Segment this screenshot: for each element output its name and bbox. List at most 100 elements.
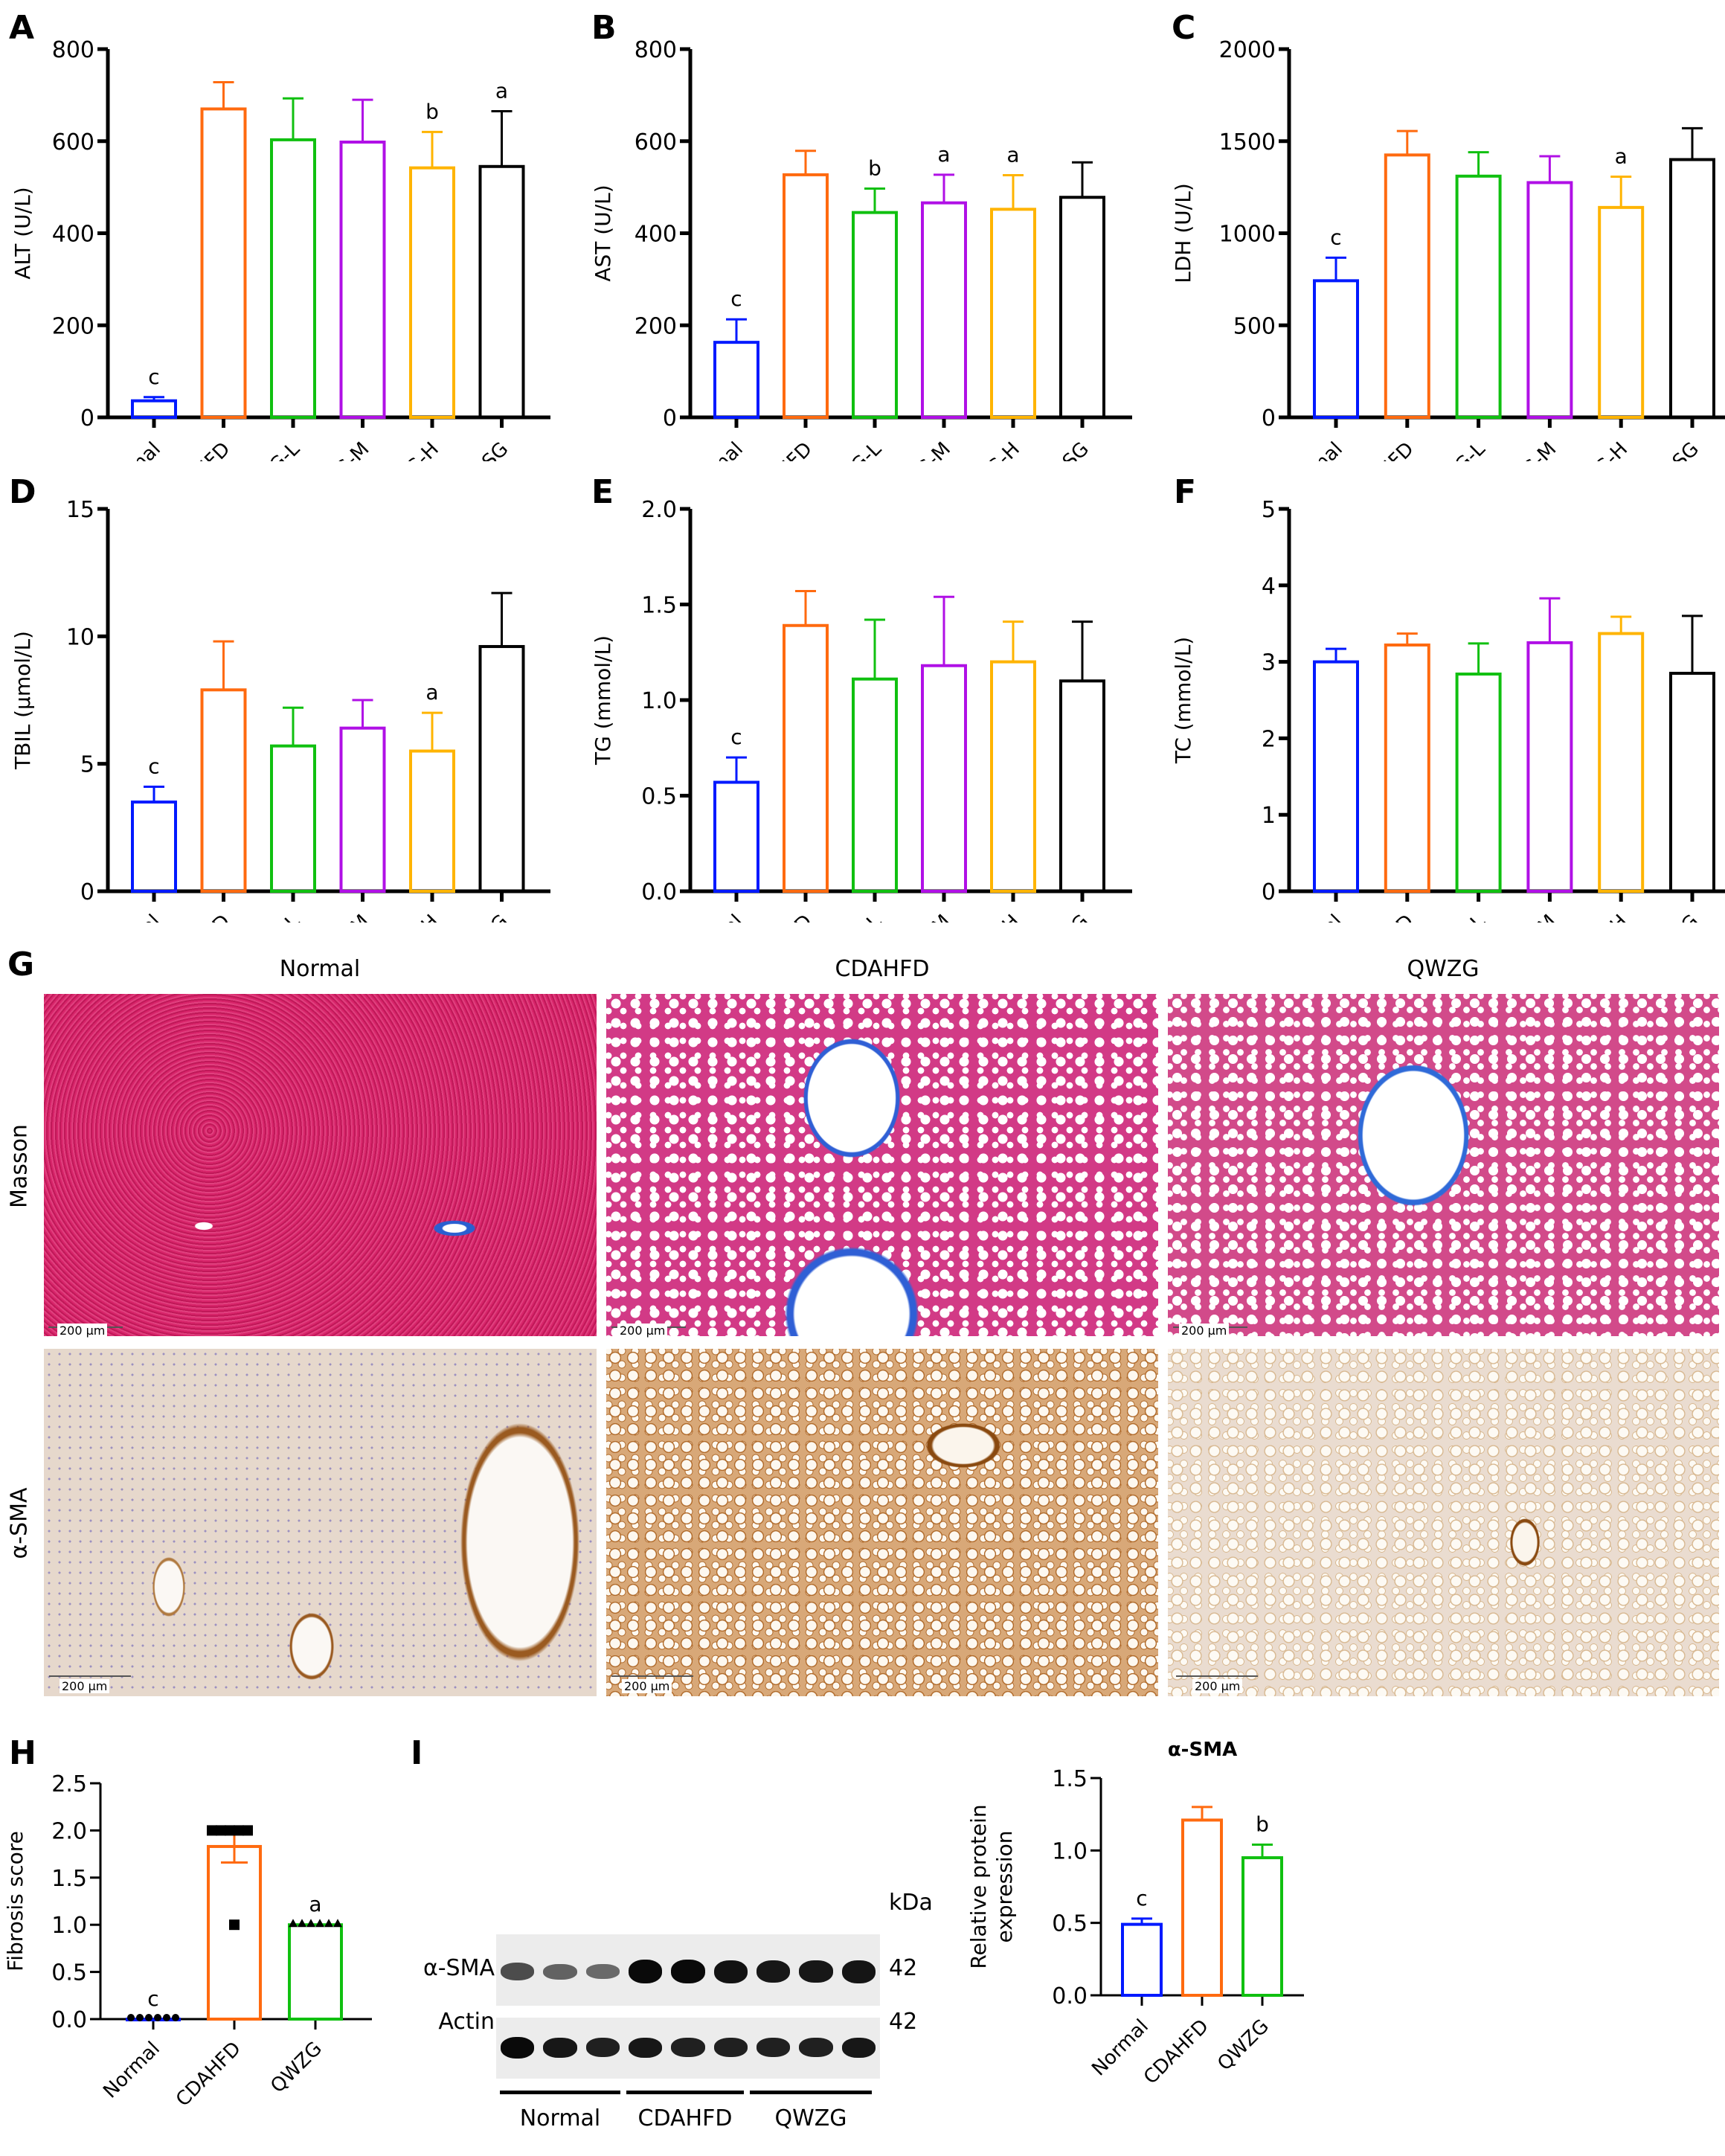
- svg-text:200: 200: [52, 313, 94, 339]
- blot-group-qwzg: QWZG: [774, 2105, 847, 2131]
- svg-text:Normal: Normal: [682, 911, 748, 923]
- asma-cdahfd-image: [606, 1349, 1158, 1696]
- svg-text:CDAHFD: CDAHFD: [1345, 438, 1419, 461]
- svg-text:a: a: [937, 142, 950, 167]
- svg-text:1.5: 1.5: [51, 1866, 87, 1892]
- svg-text:QWZG-M: QWZG-M: [297, 911, 373, 923]
- svg-text:0: 0: [663, 405, 677, 431]
- scale-bar-line: [611, 1675, 693, 1677]
- svg-text:1500: 1500: [1219, 129, 1276, 155]
- blot-label-actin: Actin: [438, 2009, 495, 2035]
- blot-band: [799, 2038, 833, 2057]
- svg-text:CDAHFD: CDAHFD: [161, 911, 234, 923]
- svg-text:QWZG-M: QWZG-M: [878, 438, 955, 461]
- svg-text:2: 2: [1262, 726, 1276, 752]
- svg-text:400: 400: [635, 222, 677, 248]
- svg-text:Normal: Normal: [682, 438, 748, 461]
- svg-text:1.5: 1.5: [1052, 1766, 1088, 1792]
- svg-text:TC (mmol/L): TC (mmol/L): [1171, 637, 1195, 764]
- histology-row-masson: Masson: [6, 1124, 33, 1208]
- panel-letter-i: I: [411, 1734, 423, 1772]
- svg-text:AST (U/L): AST (U/L): [591, 185, 615, 281]
- svg-text:QWZG-M: QWZG-M: [878, 911, 955, 923]
- svg-text:a: a: [309, 1892, 321, 1916]
- svg-text:0.0: 0.0: [641, 879, 677, 905]
- svg-text:0.5: 0.5: [1052, 1911, 1088, 1937]
- svg-text:RSG: RSG: [469, 911, 513, 923]
- svg-text:1.0: 1.0: [51, 1913, 87, 1939]
- scale-bar-label: 200 µm: [617, 1324, 668, 1338]
- svg-text:TG (mmol/L): TG (mmol/L): [591, 635, 615, 766]
- blot-strip-actin: [496, 2018, 880, 2079]
- histology-col-normal: Normal: [279, 956, 361, 982]
- blot-band: [841, 1960, 876, 1983]
- masson-normal-image: [44, 994, 597, 1336]
- panel-letter-e: E: [591, 473, 614, 511]
- svg-text:0: 0: [1262, 405, 1276, 431]
- blot-group-line-cdahfd: [626, 2091, 744, 2094]
- svg-text:0.0: 0.0: [1052, 1983, 1088, 2009]
- histology-row-asma: α-SMA: [6, 1487, 33, 1559]
- svg-text:a: a: [425, 680, 438, 705]
- blot-band: [629, 2037, 663, 2058]
- svg-text:RSG: RSG: [1049, 438, 1093, 461]
- svg-text:800: 800: [52, 37, 94, 63]
- svg-text:CDAHFD: CDAHFD: [743, 438, 817, 461]
- blot-band: [757, 1960, 791, 1983]
- svg-text:QWZG-L: QWZG-L: [1417, 437, 1490, 461]
- svg-text:a: a: [1615, 144, 1628, 169]
- blot-band: [713, 2038, 748, 2057]
- svg-text:a: a: [495, 79, 508, 103]
- svg-text:1.5: 1.5: [641, 593, 677, 619]
- svg-text:b: b: [1256, 1812, 1269, 1837]
- svg-text:c: c: [1136, 1886, 1147, 1910]
- svg-text:QWZG: QWZG: [1213, 2015, 1273, 2076]
- svg-text:QWZG: QWZG: [266, 2038, 327, 2098]
- svg-text:expression: expression: [992, 1830, 1017, 1942]
- svg-text:b: b: [425, 99, 439, 123]
- svg-text:RSG: RSG: [1049, 911, 1093, 923]
- scale-bar-label: 200 µm: [622, 1679, 672, 1693]
- scale-bar-line: [1176, 1675, 1258, 1677]
- blot-band: [629, 1960, 663, 1983]
- blot-strip-asma: [496, 1934, 880, 2006]
- svg-text:QWZG-H: QWZG-H: [1557, 911, 1632, 923]
- svg-text:QWZG-M: QWZG-M: [297, 438, 373, 461]
- svg-text:5: 5: [80, 752, 94, 778]
- svg-text:QWZG-L: QWZG-L: [813, 910, 886, 923]
- blot-group-line-qwzg: [750, 2091, 872, 2094]
- blot-label-asma: α-SMA: [423, 1955, 495, 1981]
- svg-text:QWZG-L: QWZG-L: [1417, 910, 1490, 923]
- svg-text:10: 10: [66, 624, 94, 650]
- blot-group-normal: Normal: [519, 2105, 601, 2131]
- svg-text:LDH (U/L): LDH (U/L): [1171, 183, 1195, 283]
- svg-text:QWZG-H: QWZG-H: [949, 438, 1024, 461]
- masson-cdahfd-image: [606, 994, 1158, 1336]
- svg-text:QWZG-H: QWZG-H: [368, 911, 443, 923]
- blot-band: [671, 1960, 705, 1983]
- svg-text:0.0: 0.0: [51, 2007, 87, 2033]
- panel-letter-d: D: [9, 473, 36, 511]
- blot-group-line-normal: [500, 2091, 620, 2094]
- svg-text:RSG: RSG: [469, 438, 513, 461]
- histology-col-qwzg: QWZG: [1407, 956, 1480, 982]
- svg-text:200: 200: [635, 313, 677, 339]
- blot-band: [543, 2037, 577, 2058]
- svg-text:Fibrosis score: Fibrosis score: [3, 1831, 28, 1971]
- svg-text:QWZG-M: QWZG-M: [1484, 438, 1561, 461]
- svg-text:0: 0: [1262, 879, 1276, 905]
- svg-text:c: c: [730, 725, 742, 749]
- svg-text:0: 0: [80, 879, 94, 905]
- svg-text:ALT (U/L): ALT (U/L): [10, 187, 35, 279]
- svg-text:c: c: [148, 365, 159, 389]
- blot-band: [501, 1963, 535, 1980]
- svg-text:QWZG-L: QWZG-L: [231, 437, 304, 461]
- svg-text:RSG: RSG: [1659, 438, 1703, 461]
- svg-text:QWZG-M: QWZG-M: [1484, 911, 1561, 923]
- scale-bar-label: 200 µm: [1179, 1324, 1230, 1338]
- blot-band: [799, 1960, 833, 1983]
- svg-text:Normal: Normal: [100, 911, 165, 923]
- svg-text:600: 600: [52, 129, 94, 155]
